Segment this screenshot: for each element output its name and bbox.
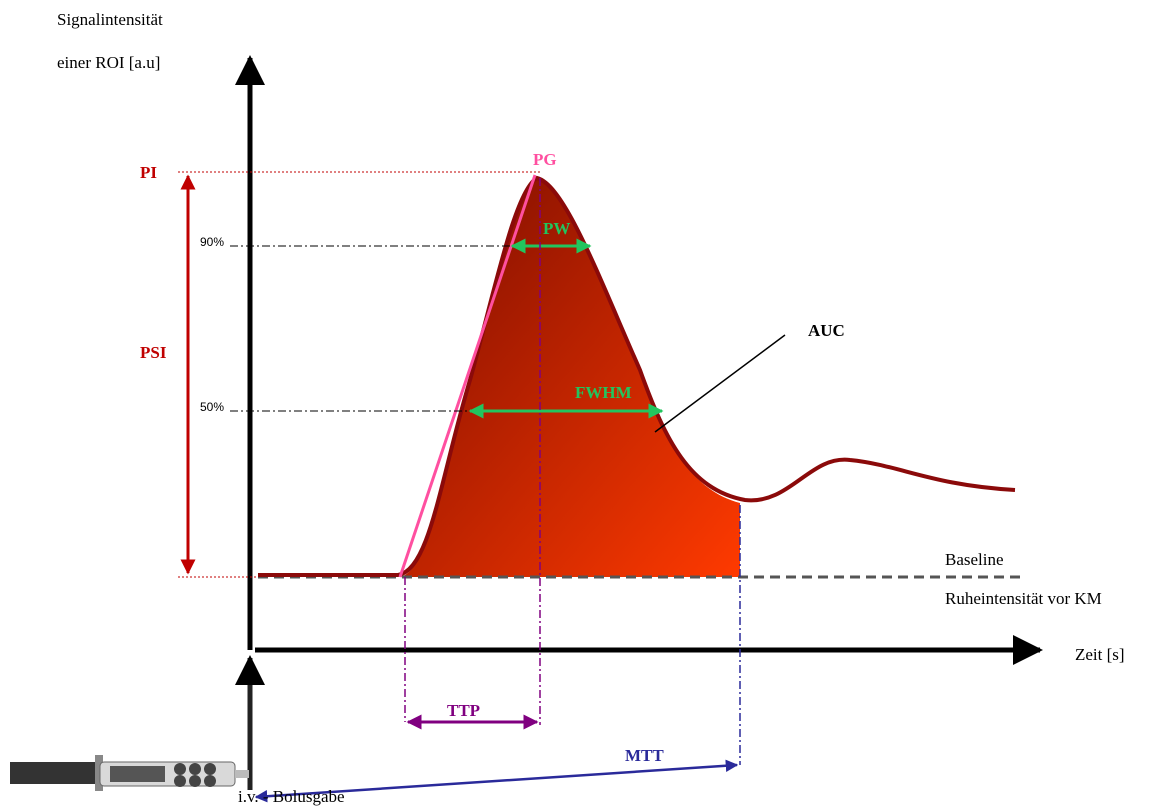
- fwhm-label: FWHM: [575, 383, 632, 402]
- p90-label: 90%: [200, 235, 224, 249]
- x-axis-label: Zeit [s]: [1075, 645, 1125, 664]
- syringe-icon: [10, 755, 249, 791]
- auc-label: AUC: [808, 321, 845, 340]
- page: Bolus curve body { margin: 0; background…: [0, 0, 1151, 807]
- y-axis-label: einer ROI [a.u]: [57, 53, 160, 72]
- pi-label: PI: [140, 163, 157, 182]
- auc-pointer: [655, 335, 785, 432]
- baseline-label: Baseline: [945, 550, 1004, 569]
- pg-label: PG: [533, 150, 557, 169]
- bolus-label: i.v. - Bolusgabe: [238, 787, 345, 806]
- diagram: Signalintensität einer ROI [a.u] PI PSI …: [0, 0, 1151, 807]
- rest-label: Ruheintensität vor KM: [945, 589, 1102, 608]
- mtt-label: MTT: [625, 746, 664, 765]
- ttp-label: TTP: [447, 701, 480, 720]
- p50-label: 50%: [200, 400, 224, 414]
- body: {"labels": { "y_axis_line1": "Signalinte…: [0, 0, 1151, 807]
- psi-label: PSI: [140, 343, 167, 362]
- y-axis-label: Signalintensität: [57, 10, 163, 29]
- pw-label: PW: [543, 219, 570, 238]
